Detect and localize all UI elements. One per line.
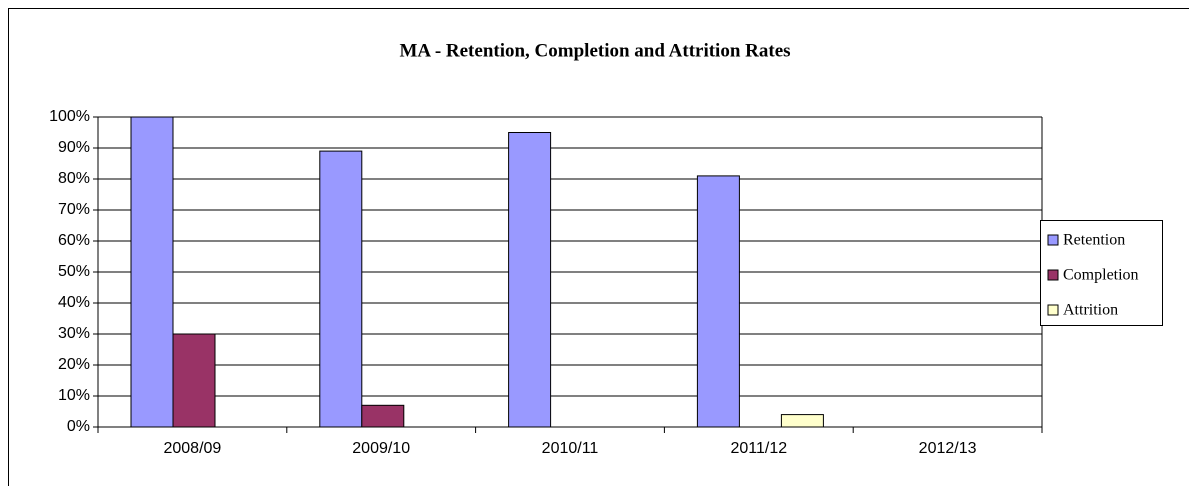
y-tick-label: 100% [49, 108, 90, 125]
legend-swatch [1047, 304, 1059, 316]
y-tick-label: 20% [58, 356, 90, 373]
legend-swatch [1047, 234, 1059, 246]
bar [780, 414, 824, 428]
y-tick-label: 70% [58, 201, 90, 218]
chart-frame [8, 8, 1189, 486]
bar [696, 175, 740, 428]
y-tick-label: 60% [58, 232, 90, 249]
bar [508, 132, 552, 428]
y-tick-label: 30% [58, 325, 90, 342]
legend-label: Retention [1063, 232, 1125, 249]
y-tick-label: 50% [58, 263, 90, 280]
y-tick-label: 80% [58, 170, 90, 187]
x-tick-label: 2009/10 [352, 440, 410, 457]
bar [172, 333, 216, 428]
bar [319, 150, 363, 428]
chart-title: MA - Retention, Completion and Attrition… [399, 40, 790, 61]
legend-box [1040, 220, 1163, 326]
y-tick-label: 40% [58, 294, 90, 311]
x-tick-label: 2012/13 [919, 440, 977, 457]
y-tick-label: 90% [58, 139, 90, 156]
legend-swatch [1047, 269, 1059, 281]
x-tick-label: 2008/09 [163, 440, 221, 457]
y-tick-label: 10% [58, 387, 90, 404]
x-tick-label: 2011/12 [730, 440, 787, 457]
y-tick-label: 0% [67, 418, 90, 435]
legend-label: Completion [1063, 267, 1139, 284]
bar [130, 116, 174, 428]
bar [361, 404, 405, 428]
x-tick-label: 2010/11 [542, 440, 599, 457]
legend-label: Attrition [1063, 302, 1118, 319]
